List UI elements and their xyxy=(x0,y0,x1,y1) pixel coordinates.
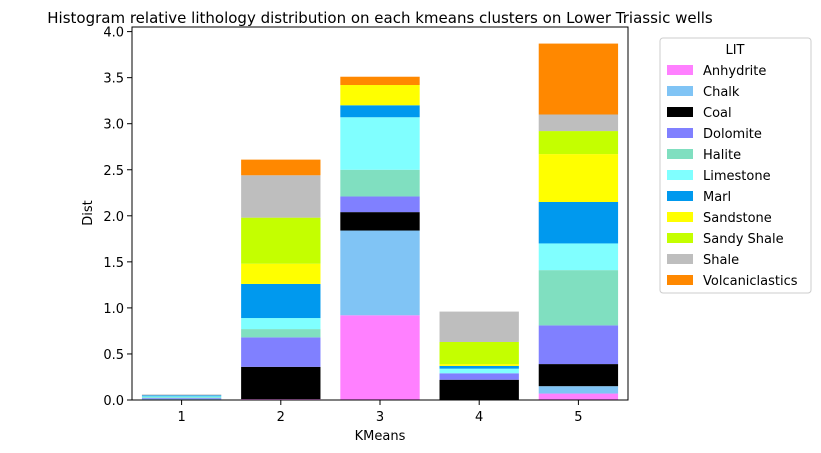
chart-title: Histogram relative lithology distributio… xyxy=(47,9,713,27)
bar-segment xyxy=(538,114,619,132)
bar-segment xyxy=(538,43,619,115)
y-axis: 0.0 0.5 1.0 1.5 2.0 2.5 3.0 3.5 4.0 xyxy=(103,26,132,409)
legend-swatch xyxy=(667,191,693,201)
legend-swatch xyxy=(667,65,693,75)
y-tick-label: 0.5 xyxy=(103,348,124,363)
legend-label: Chalk xyxy=(703,85,740,100)
legend-label: Limestone xyxy=(703,169,771,184)
legend-swatch xyxy=(667,86,693,96)
y-tick-label: 0.0 xyxy=(103,394,124,409)
bar-segment xyxy=(340,230,420,316)
bar-segment xyxy=(538,131,619,155)
bar-segment xyxy=(241,366,321,400)
legend-box xyxy=(659,37,812,294)
bar-segment xyxy=(340,117,420,170)
bar-segment xyxy=(340,105,420,118)
legend-label: Coal xyxy=(703,106,732,121)
x-axis-label: KMeans xyxy=(355,429,406,444)
bar-segment xyxy=(439,373,519,380)
bar-segment xyxy=(439,379,519,400)
bar-segment xyxy=(241,159,321,176)
y-tick-label: 1.0 xyxy=(103,302,124,317)
bar-segment xyxy=(538,201,619,244)
bar-segment xyxy=(538,270,619,326)
bar-segment xyxy=(340,212,420,231)
bar-segment xyxy=(538,325,619,365)
legend-items: Anhydrite Chalk Coal Dolomite Halite Limeston… xyxy=(667,64,798,289)
x-tick-label: 3 xyxy=(376,410,384,425)
y-tick-label: 4.0 xyxy=(103,26,124,41)
legend-label: Sandy Shale xyxy=(703,232,784,247)
legend-label: Shale xyxy=(703,253,739,268)
bar-segment xyxy=(141,398,222,400)
bar-segment xyxy=(241,283,321,319)
y-tick-label: 2.5 xyxy=(103,164,124,179)
y-tick-label: 3.0 xyxy=(103,118,124,133)
bar-segment xyxy=(141,394,222,396)
legend-swatch xyxy=(667,107,693,117)
bar-segment xyxy=(241,175,321,218)
bar-segment xyxy=(340,76,420,86)
x-tick-label: 2 xyxy=(277,410,285,425)
legend-swatch xyxy=(667,212,693,222)
legend-swatch xyxy=(667,128,693,138)
bar-segment xyxy=(141,395,222,397)
bar-segment xyxy=(439,341,519,365)
bar-segment xyxy=(538,386,619,394)
bar-segment xyxy=(439,365,519,369)
legend-swatch xyxy=(667,170,693,180)
bar-segment xyxy=(439,364,519,366)
legend-swatch xyxy=(667,275,693,285)
bar-segment xyxy=(538,364,619,387)
legend: LIT Anhydrite Chalk Coal Dolomite Halite Lime… xyxy=(659,37,812,294)
y-tick-label: 1.5 xyxy=(103,256,124,271)
x-tick-label: 4 xyxy=(475,410,483,425)
bars-group xyxy=(141,43,619,400)
bar-segment xyxy=(241,337,321,367)
bar-segment xyxy=(340,196,420,213)
legend-label: Dolomite xyxy=(703,127,762,142)
bar-segment xyxy=(340,169,420,197)
bar-segment xyxy=(439,368,519,374)
y-axis-label: Dist xyxy=(81,200,96,226)
bar-segment xyxy=(141,396,222,398)
legend-label: Sandstone xyxy=(703,211,772,226)
bar-segment xyxy=(241,217,321,264)
bar-segment xyxy=(439,311,519,342)
legend-title: LIT xyxy=(725,43,744,58)
x-tick-label: 5 xyxy=(574,410,582,425)
x-tick-label: 1 xyxy=(177,410,185,425)
bar-segment xyxy=(340,315,420,400)
legend-label: Marl xyxy=(703,190,731,205)
bar-segment xyxy=(241,318,321,330)
legend-label: Halite xyxy=(703,148,741,163)
legend-swatch xyxy=(667,254,693,264)
bar-segment xyxy=(141,397,222,399)
legend-label: Volcaniclastics xyxy=(703,274,798,289)
bar-segment xyxy=(538,393,619,400)
bar-segment xyxy=(241,329,321,338)
y-tick-label: 3.5 xyxy=(103,72,124,87)
y-tick-label: 2.0 xyxy=(103,210,124,225)
legend-label: Anhydrite xyxy=(703,64,766,79)
bar-segment xyxy=(340,85,420,106)
bar-segment xyxy=(241,263,321,284)
bar-segment xyxy=(538,154,619,202)
bar-segment xyxy=(538,243,619,271)
legend-swatch xyxy=(667,149,693,159)
legend-swatch xyxy=(667,233,693,243)
x-axis: 1 2 3 4 5 xyxy=(177,400,583,425)
